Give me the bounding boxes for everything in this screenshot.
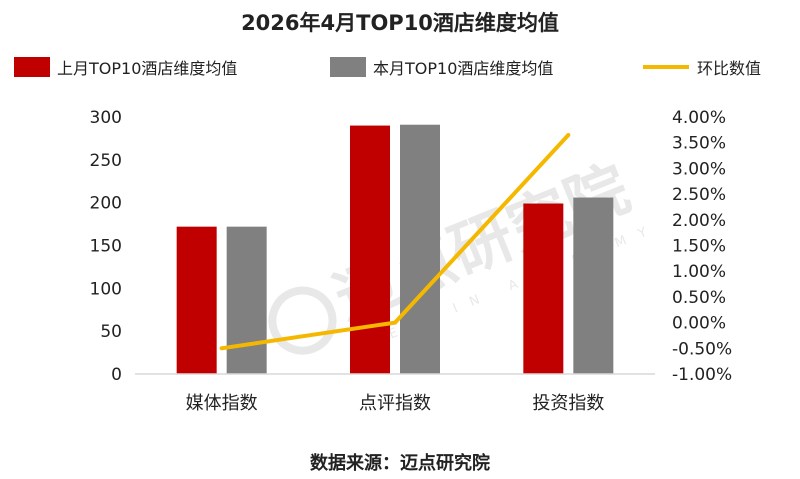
right-tick-label: -1.00%: [672, 365, 732, 385]
right-tick-label: 2.50%: [672, 185, 726, 205]
right-tick-label: -0.50%: [672, 339, 732, 359]
left-tick-label: 300: [90, 108, 122, 128]
bar-series: [176, 124, 614, 375]
left-tick-label: 250: [90, 151, 122, 171]
right-tick-label: 0.50%: [672, 288, 726, 308]
right-tick-label: 1.00%: [672, 262, 726, 282]
mom-point-2: [393, 320, 397, 325]
x-tick-label: 点评指数: [359, 393, 431, 414]
x-tick-label: 投资指数: [532, 393, 604, 414]
source-note: 数据来源：迈点研究院: [310, 452, 490, 474]
left-tick-label: 0: [111, 365, 122, 385]
legend-swatch-this-month: [330, 57, 366, 77]
bar-this-month-2: [400, 124, 440, 375]
bar-prev-month-1: [176, 226, 217, 374]
right-tick-label: 3.50%: [672, 134, 726, 154]
mom-point-1: [219, 346, 224, 351]
legend: 上月TOP10酒店维度均值 本月TOP10酒店维度均值 环比数值: [14, 57, 761, 78]
legend-label-mom: 环比数值: [697, 59, 761, 78]
bar-prev-month-2: [350, 125, 390, 374]
bar-this-month-3: [573, 197, 614, 374]
right-tick-label: 3.00%: [672, 159, 726, 179]
left-tick-label: 100: [90, 279, 122, 299]
chart-title: 2026年4月TOP10酒店维度均值: [241, 11, 559, 35]
left-axis: 0 50 100 150 200 250 300: [90, 108, 122, 385]
bar-this-month-1: [226, 226, 267, 374]
legend-swatch-prev-month: [14, 57, 50, 77]
watermark-emblem: [268, 286, 337, 355]
right-tick-label: 1.50%: [672, 237, 726, 257]
right-tick-label: 0.00%: [672, 314, 726, 334]
right-tick-label: 4.00%: [672, 108, 726, 128]
mom-point-3: [566, 132, 571, 137]
left-tick-label: 200: [90, 194, 122, 214]
legend-label-this-month: 本月TOP10酒店维度均值: [373, 59, 553, 78]
x-axis: 媒体指数 点评指数 投资指数: [135, 373, 655, 414]
left-tick-label: 150: [90, 237, 122, 257]
x-tick-label: 媒体指数: [186, 393, 258, 414]
left-tick-label: 50: [100, 322, 122, 342]
bar-prev-month-3: [523, 203, 564, 374]
right-tick-label: 2.00%: [672, 211, 726, 231]
right-axis: -1.00% -0.50% 0.00% 0.50% 1.00% 1.50% 2.00% 2.5…: [672, 108, 732, 385]
line-series: [219, 132, 571, 351]
legend-label-prev-month: 上月TOP10酒店维度均值: [57, 59, 237, 78]
